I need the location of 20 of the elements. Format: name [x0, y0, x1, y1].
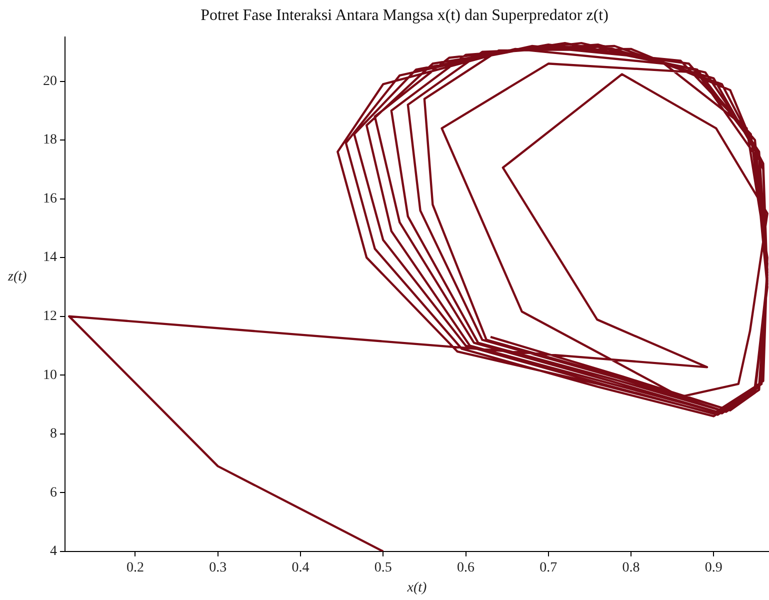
y-tick-label: 4 [50, 544, 57, 560]
x-tick-label: 0.7 [540, 560, 558, 576]
x-tick-label: 0.2 [126, 560, 144, 576]
y-tick-label: 18 [43, 132, 57, 148]
y-tick-label: 16 [43, 191, 57, 206]
y-tick-label: 20 [43, 74, 57, 89]
chart-title: Potret Fase Interaksi Antara Mangsa x(t) dan Superpredator z(t) [200, 6, 608, 24]
x-tick-label: 0.3 [209, 560, 227, 576]
y-axis-title: z(t) [7, 269, 27, 284]
y-tick-label: 12 [43, 309, 57, 324]
x-tick-label: 0.6 [457, 560, 474, 576]
y-tick-label: 14 [43, 250, 57, 266]
y-tick-label: 10 [43, 368, 57, 383]
x-tick-label: 0.9 [704, 560, 722, 576]
y-tick-label: 8 [50, 426, 57, 442]
x-tick-label: 0.4 [292, 560, 310, 576]
x-axis-title: x(t) [406, 580, 428, 596]
x-tick-label: 0.8 [622, 560, 640, 576]
x-tick-label: 0.5 [374, 560, 392, 576]
y-tick-label: 6 [50, 485, 57, 500]
